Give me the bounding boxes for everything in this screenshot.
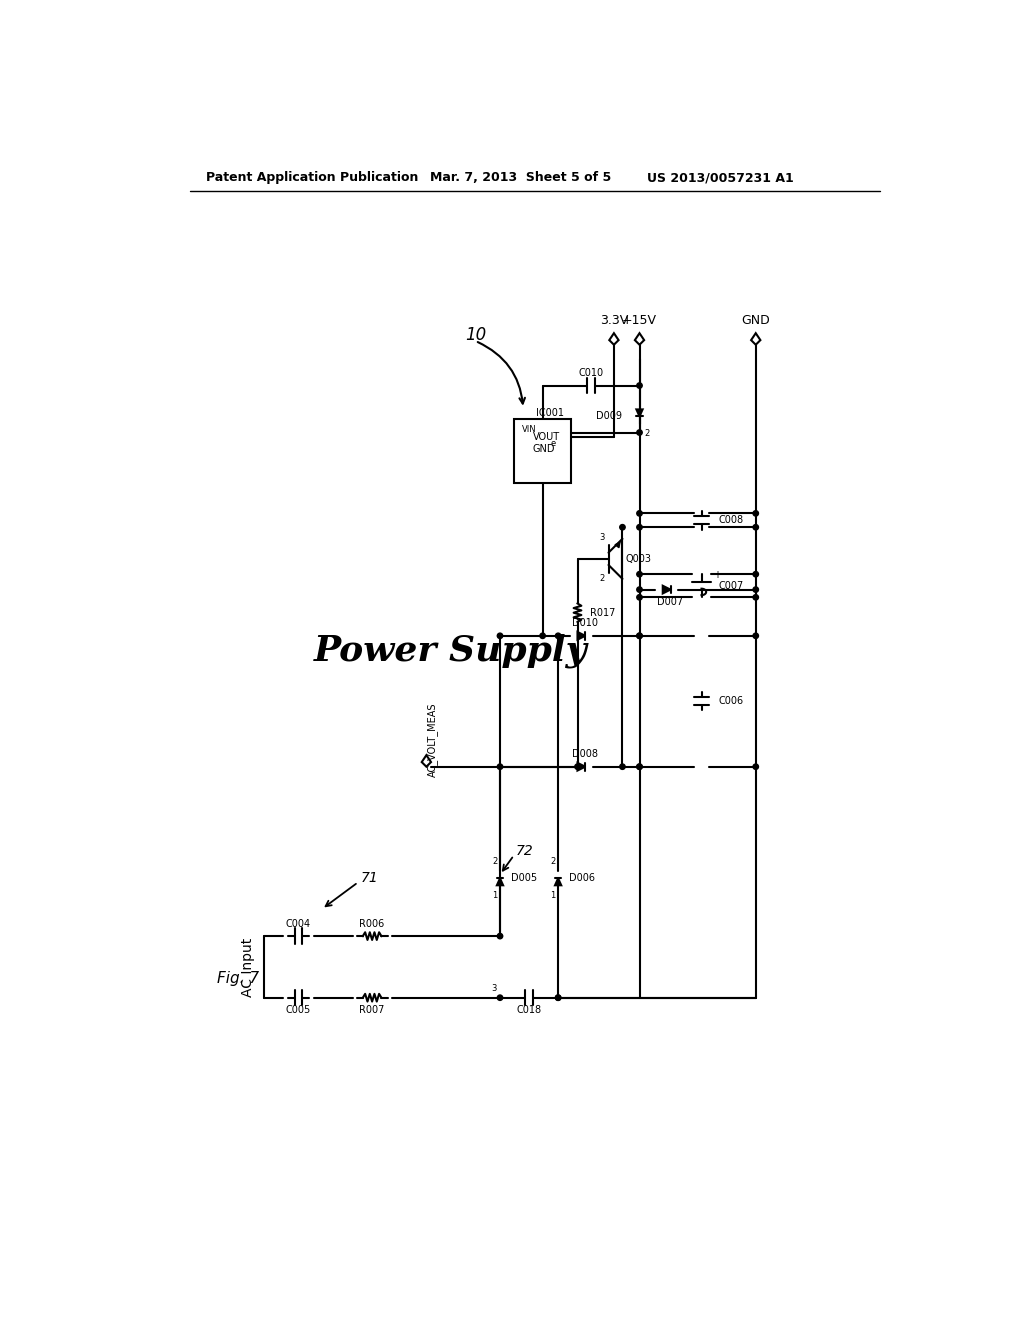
Text: Fig. 7: Fig. 7 xyxy=(217,972,259,986)
Text: Mar. 7, 2013  Sheet 5 of 5: Mar. 7, 2013 Sheet 5 of 5 xyxy=(430,172,611,185)
Circle shape xyxy=(637,572,642,577)
Text: 10: 10 xyxy=(465,326,486,345)
Bar xyxy=(514,420,571,483)
Text: C004: C004 xyxy=(286,919,311,929)
Text: D007: D007 xyxy=(657,597,684,607)
Text: D005: D005 xyxy=(511,874,537,883)
Circle shape xyxy=(637,430,642,436)
Text: D006: D006 xyxy=(569,874,595,883)
Text: AC_VOLT_MEAS: AC_VOLT_MEAS xyxy=(427,702,438,777)
Text: 2: 2 xyxy=(550,857,555,866)
Circle shape xyxy=(620,524,626,529)
Text: 2: 2 xyxy=(645,429,650,438)
Circle shape xyxy=(574,764,581,770)
Polygon shape xyxy=(497,878,503,886)
Polygon shape xyxy=(578,763,586,771)
Text: 2: 2 xyxy=(492,857,498,866)
Circle shape xyxy=(637,587,642,593)
Polygon shape xyxy=(578,632,586,640)
Circle shape xyxy=(637,634,642,639)
Text: +: + xyxy=(713,570,721,581)
Text: D009: D009 xyxy=(596,412,623,421)
Text: C008: C008 xyxy=(719,515,743,525)
Polygon shape xyxy=(663,586,671,594)
Circle shape xyxy=(637,634,642,639)
Text: 71: 71 xyxy=(360,871,378,886)
Text: Power Supply: Power Supply xyxy=(314,634,588,668)
Text: Patent Application Publication: Patent Application Publication xyxy=(206,172,418,185)
Circle shape xyxy=(753,634,759,639)
Text: 3: 3 xyxy=(600,533,605,541)
Circle shape xyxy=(620,764,626,770)
Text: Q003: Q003 xyxy=(626,554,651,564)
Text: R007: R007 xyxy=(359,1005,385,1015)
Text: 3.3V: 3.3V xyxy=(600,314,628,326)
Text: 1: 1 xyxy=(492,891,498,900)
Text: AC Input: AC Input xyxy=(241,937,255,997)
Text: e: e xyxy=(551,438,556,447)
Text: C007: C007 xyxy=(719,581,743,591)
Text: C005: C005 xyxy=(286,1005,311,1015)
Circle shape xyxy=(753,511,759,516)
Text: C006: C006 xyxy=(719,696,743,706)
Text: 2: 2 xyxy=(600,574,605,582)
Circle shape xyxy=(637,594,642,601)
Circle shape xyxy=(637,524,642,529)
Text: VOUT: VOUT xyxy=(532,432,560,442)
Text: IC001: IC001 xyxy=(537,408,564,418)
Circle shape xyxy=(753,524,759,529)
Circle shape xyxy=(753,572,759,577)
Polygon shape xyxy=(555,878,561,886)
Circle shape xyxy=(540,634,546,639)
Text: C010: C010 xyxy=(579,368,603,379)
Text: VIN: VIN xyxy=(521,425,537,434)
Circle shape xyxy=(498,933,503,939)
Circle shape xyxy=(498,634,503,639)
Circle shape xyxy=(555,995,561,1001)
Text: D008: D008 xyxy=(572,750,598,759)
Circle shape xyxy=(753,587,759,593)
Circle shape xyxy=(498,995,503,1001)
Text: GND: GND xyxy=(741,314,770,326)
Polygon shape xyxy=(636,409,643,416)
Text: +15V: +15V xyxy=(622,314,657,326)
Text: R006: R006 xyxy=(359,919,385,929)
Circle shape xyxy=(753,594,759,601)
Circle shape xyxy=(637,764,642,770)
Circle shape xyxy=(498,764,503,770)
Text: GND: GND xyxy=(532,445,555,454)
Circle shape xyxy=(637,764,642,770)
Circle shape xyxy=(555,995,561,1001)
Circle shape xyxy=(637,383,642,388)
Circle shape xyxy=(637,511,642,516)
Text: 3: 3 xyxy=(492,983,497,993)
Text: C018: C018 xyxy=(516,1005,542,1015)
Text: US 2013/0057231 A1: US 2013/0057231 A1 xyxy=(647,172,794,185)
Text: 72: 72 xyxy=(515,845,534,858)
Text: D010: D010 xyxy=(572,619,598,628)
Text: 1: 1 xyxy=(550,891,555,900)
Text: R017: R017 xyxy=(590,607,615,618)
Circle shape xyxy=(753,764,759,770)
Circle shape xyxy=(555,634,561,639)
